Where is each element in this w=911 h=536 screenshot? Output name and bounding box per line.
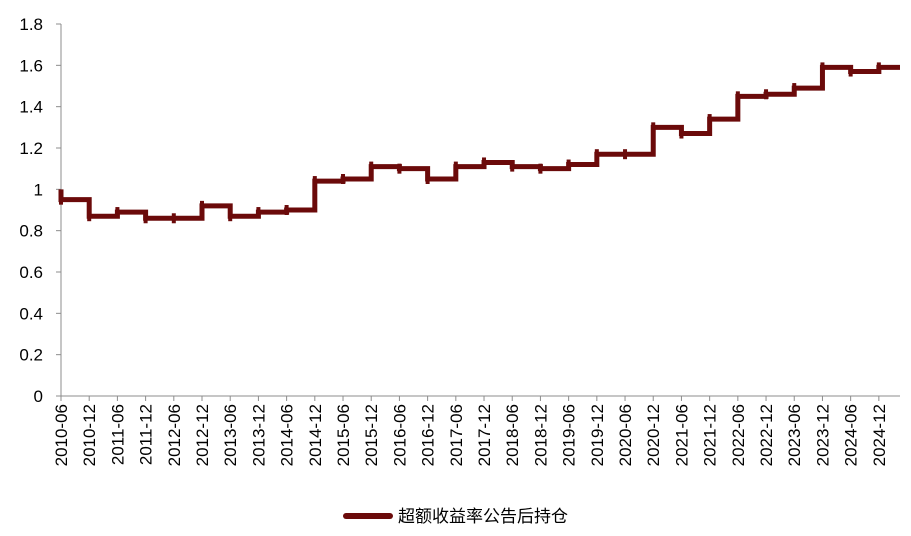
x-tick-label: 2018-12 xyxy=(531,404,550,466)
y-tick-label: 0.8 xyxy=(19,222,43,241)
x-tick-label: 2022-06 xyxy=(729,404,748,466)
x-tick-label: 2016-12 xyxy=(419,404,438,466)
y-tick-label: 1.2 xyxy=(19,139,43,158)
x-tick-label: 2017-12 xyxy=(475,404,494,466)
x-tick-label: 2015-06 xyxy=(334,404,353,466)
x-tick-label: 2013-12 xyxy=(249,404,268,466)
x-tick-label: 2021-12 xyxy=(701,404,720,466)
x-tick-label: 2012-12 xyxy=(193,404,212,466)
x-tick-label: 2024-06 xyxy=(842,404,861,466)
x-tick-label: 2011-12 xyxy=(137,404,156,465)
x-tick-label: 2022-12 xyxy=(757,404,776,466)
x-tick-label: 2011-06 xyxy=(108,404,127,465)
x-tick-label: 2024-12 xyxy=(870,404,889,466)
x-tick-label: 2010-12 xyxy=(80,404,99,466)
x-tick-label: 2018-06 xyxy=(503,404,522,466)
x-tick-label: 2013-06 xyxy=(221,404,240,466)
y-tick-label: 0.4 xyxy=(19,304,43,323)
y-tick-label: 0.2 xyxy=(19,346,43,365)
y-tick-label: 1.6 xyxy=(19,56,43,75)
y-tick-label: 1.4 xyxy=(19,98,43,117)
x-tick-label: 2019-06 xyxy=(560,404,579,466)
y-tick-label: 1 xyxy=(34,180,43,199)
x-tick-label: 2015-12 xyxy=(362,404,381,466)
x-tick-label: 2020-06 xyxy=(616,404,635,466)
x-tick-label: 2023-12 xyxy=(813,404,832,466)
x-tick-label: 2023-06 xyxy=(785,404,804,466)
y-tick-label: 0.6 xyxy=(19,263,43,282)
x-tick-label: 2019-12 xyxy=(588,404,607,466)
x-axis: 2010-06 2010-12 2011-06 2011-12 2012-06 2012-… xyxy=(52,395,900,466)
series-group xyxy=(58,62,900,224)
x-tick-label: 2010-06 xyxy=(52,404,71,466)
legend: 超额收益率公告后持仓 xyxy=(343,507,568,527)
series-line xyxy=(58,64,900,221)
x-tick-label: 2014-06 xyxy=(278,404,297,466)
x-tick-label: 2016-06 xyxy=(390,404,409,466)
x-tick-label: 2012-06 xyxy=(165,404,184,466)
y-tick-label: 1.8 xyxy=(19,15,43,34)
y-tick-label: 0 xyxy=(34,387,43,406)
legend-label: 超额收益率公告后持仓 xyxy=(398,507,568,527)
x-tick-label: 2014-12 xyxy=(306,404,325,466)
y-axis: 0 0.2 0.4 0.6 0.8 1 1.2 1.4 1.6 1.8 xyxy=(19,15,62,406)
x-tick-label: 2021-06 xyxy=(672,404,691,466)
x-tick-label: 2020-12 xyxy=(644,404,663,466)
x-tick-label: 2017-06 xyxy=(447,404,466,466)
